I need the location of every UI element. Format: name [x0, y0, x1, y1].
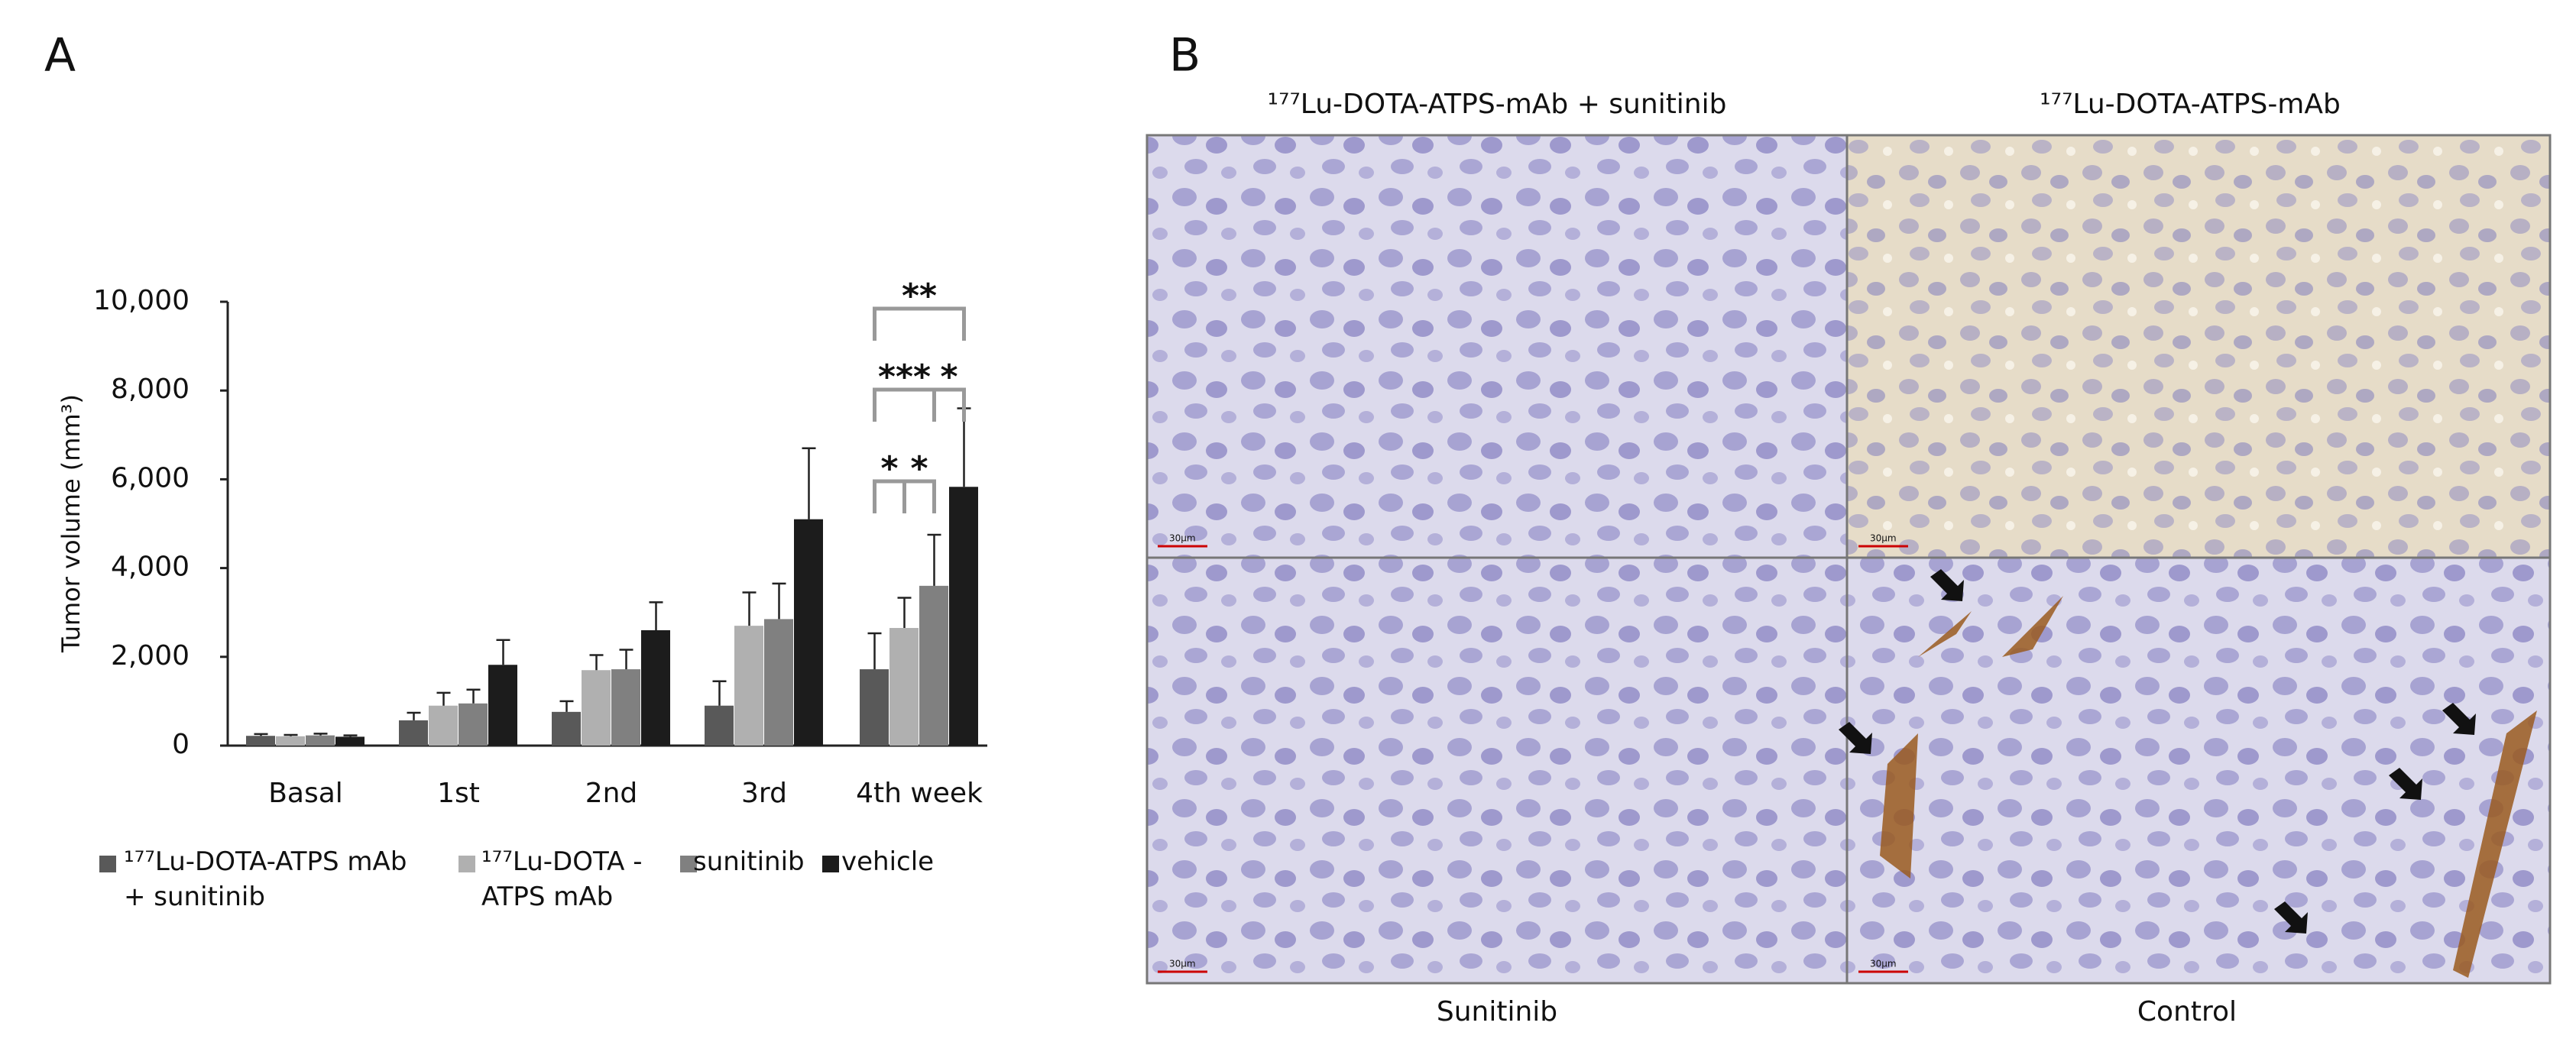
y-tick-label: 10,000 [93, 285, 190, 316]
error-bar [742, 591, 757, 626]
bar [552, 711, 581, 746]
error-bar [867, 632, 882, 670]
arrows [1839, 569, 2476, 934]
significance-label: *** [878, 358, 931, 396]
bar [488, 665, 517, 746]
x-tick-label: 1st [437, 778, 480, 809]
bar [949, 487, 978, 746]
significance-label: * [910, 449, 928, 488]
legend-label: sunitinib [693, 846, 805, 877]
bar [860, 669, 889, 746]
bar [458, 703, 488, 746]
significance-bracket [932, 387, 966, 422]
error-bar [712, 680, 727, 706]
scale-bar-label: 30μm [1169, 533, 1196, 544]
bar [306, 735, 335, 746]
bar [276, 736, 305, 746]
error-bar [897, 597, 912, 629]
column-title: ¹⁷⁷Lu-DOTA-ATPS-mAb [2040, 89, 2341, 120]
error-bar [343, 734, 358, 737]
bar [705, 705, 734, 746]
micrograph [1847, 558, 2550, 983]
legend-label: vehicle [841, 846, 935, 877]
legend-swatch [99, 856, 116, 872]
bar [919, 585, 948, 746]
y-tick-label: 0 [172, 729, 190, 760]
image-frame [1145, 134, 2552, 985]
bar [889, 628, 919, 746]
scale-bars [1158, 545, 1908, 973]
significance-label: * [880, 449, 898, 488]
error-bar [407, 711, 421, 720]
bar [641, 629, 670, 746]
y-tick-label: 8,000 [111, 374, 190, 405]
y-axis-label: Tumor volume (mm³) [57, 394, 86, 653]
panel-label: A [44, 29, 76, 83]
legend-label: ¹⁷⁷Lu-DOTA-ATPS mAb + sunitinib [124, 846, 407, 912]
significance-label: * [940, 358, 957, 396]
x-tick-label: 3rd [741, 778, 787, 809]
error-bar [619, 649, 633, 670]
significance-bracket [873, 306, 966, 341]
stain [1880, 596, 2537, 978]
y-tick-label: 2,000 [111, 640, 190, 672]
bar [246, 736, 275, 746]
x-tick-label: 4th week [856, 778, 983, 809]
x-tick-label: Basal [268, 778, 343, 809]
scale-bar-label: 30μm [1870, 533, 1897, 544]
error-bar [436, 691, 451, 706]
error-bar [313, 733, 328, 736]
bar [734, 626, 763, 746]
error-bar [466, 688, 481, 704]
error-bar [649, 601, 663, 630]
scale-bar-label: 30μm [1870, 959, 1897, 969]
bar [335, 736, 365, 746]
bar [611, 669, 640, 746]
legend-label: ¹⁷⁷Lu-DOTA -ATPS mAb [481, 846, 643, 912]
bar [429, 705, 458, 746]
micrograph [1147, 558, 1847, 983]
error-bar [802, 447, 816, 519]
legend-swatch [822, 856, 839, 872]
legend-swatch [680, 856, 697, 872]
error-bar [589, 654, 604, 671]
significance-bracket [902, 479, 936, 513]
column-title: ¹⁷⁷Lu-DOTA-ATPS-mAb + sunitinib [1268, 89, 1727, 120]
error-bar [496, 639, 510, 665]
x-tick-label: 2nd [585, 778, 638, 809]
y-tick-label: 6,000 [111, 462, 190, 494]
micrograph [1147, 135, 1847, 558]
bar [399, 720, 428, 746]
error-bar [772, 582, 786, 620]
y-tick-label: 4,000 [111, 552, 190, 583]
error-bar [927, 533, 941, 586]
bar [582, 670, 611, 746]
bar [764, 619, 793, 746]
micrograph [1847, 135, 2550, 558]
legend-swatch [458, 856, 475, 872]
error-bar [559, 700, 574, 712]
significance-label: ** [902, 277, 937, 316]
panel-label: B [1169, 29, 1201, 83]
row-caption: Control [2137, 996, 2237, 1027]
row-caption: Sunitinib [1437, 996, 1557, 1027]
error-bar [254, 733, 268, 736]
bar [794, 519, 823, 746]
scale-bar-label: 30μm [1169, 959, 1196, 969]
error-bar [284, 733, 298, 736]
